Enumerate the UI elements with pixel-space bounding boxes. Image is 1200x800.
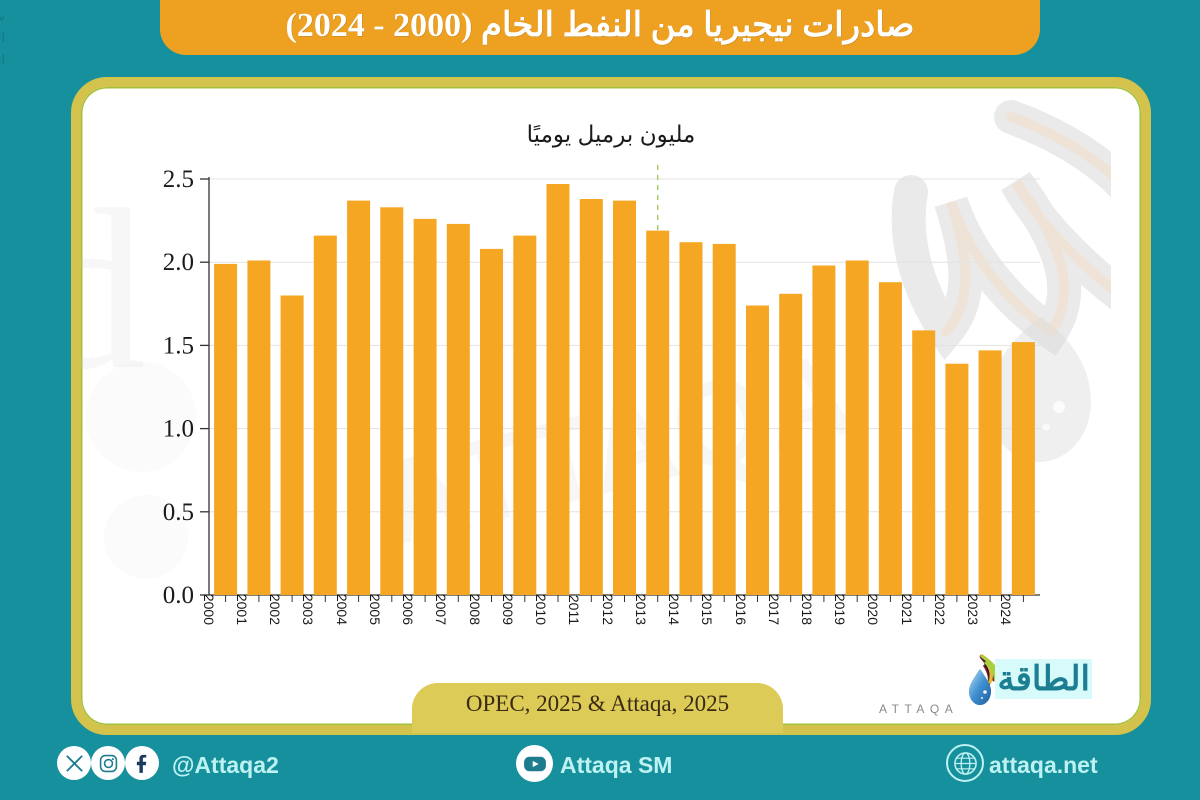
svg-text:0.5: 0.5: [163, 499, 194, 526]
svg-text:1.0: 1.0: [163, 416, 194, 443]
svg-text:1.5: 1.5: [163, 332, 194, 359]
svg-text:2.5: 2.5: [163, 166, 194, 193]
svg-text:0.0: 0.0: [163, 582, 194, 609]
svg-text:سعر سعر سعر سعر: سعر سعر سعر سعر: [0, 8, 5, 24]
svg-text:2.0: 2.0: [163, 249, 194, 276]
svg-text:اوبك طاقة غاز: اوبك طاقة غاز: [0, 52, 5, 68]
svg-text:النفط الطاقة نفط: النفط الطاقة نفط: [0, 30, 5, 45]
